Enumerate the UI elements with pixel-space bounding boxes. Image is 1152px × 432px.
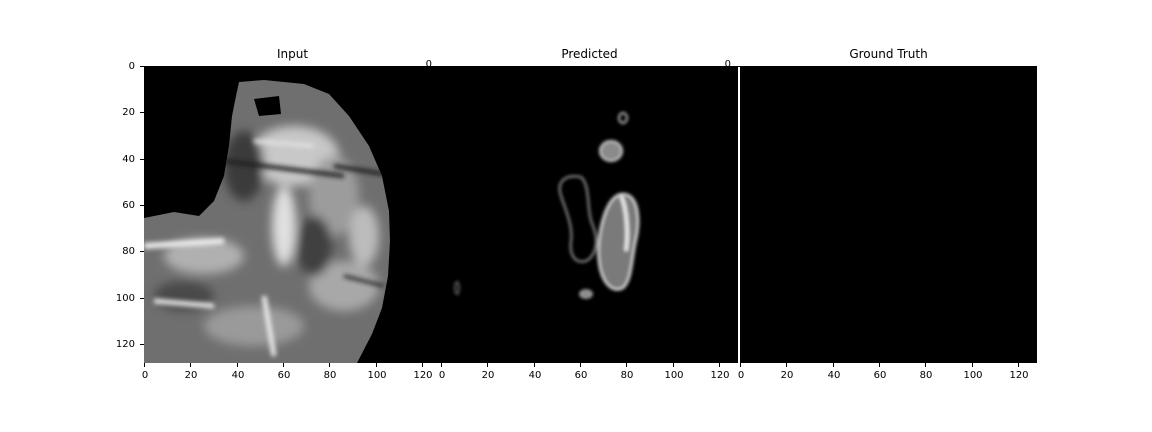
x-tickmark bbox=[144, 363, 145, 367]
x-tickmark bbox=[972, 363, 973, 367]
x-tick-label: 20 bbox=[780, 370, 794, 381]
input-image bbox=[144, 66, 441, 363]
x-tick-label: 80 bbox=[620, 370, 634, 381]
predicted-title: Predicted bbox=[561, 47, 618, 61]
predicted-image bbox=[441, 66, 738, 363]
y-tick-label: 60 bbox=[122, 200, 135, 211]
x-tickmark bbox=[626, 363, 627, 367]
x-tick-label: 40 bbox=[827, 370, 841, 381]
x-tickmark bbox=[422, 363, 423, 367]
y-tick-label: 20 bbox=[122, 107, 135, 118]
x-tick-label: 80 bbox=[323, 370, 337, 381]
input-panel: Input bbox=[116, 47, 441, 381]
x-tickmark bbox=[833, 363, 834, 367]
x-tick-label: 120 bbox=[710, 370, 730, 381]
x-tickmark bbox=[283, 363, 284, 367]
x-tickmark bbox=[879, 363, 880, 367]
y-tick-label: 0 bbox=[128, 61, 135, 72]
x-tickmark bbox=[580, 363, 581, 367]
x-tick-label: 20 bbox=[481, 370, 495, 381]
x-tickmark bbox=[237, 363, 238, 367]
y-tick-label: 0 bbox=[425, 59, 432, 70]
x-tick-label: 100 bbox=[367, 370, 387, 381]
x-tick-label: 120 bbox=[1009, 370, 1029, 381]
x-tickmark bbox=[190, 363, 191, 367]
x-tick-label: 100 bbox=[664, 370, 684, 381]
y-tickmark bbox=[140, 251, 144, 252]
x-tick-label: 0 bbox=[141, 370, 149, 381]
y-tick-label: 100 bbox=[115, 293, 135, 304]
ground-truth-title: Ground Truth bbox=[849, 47, 928, 61]
x-tick-label: 100 bbox=[963, 370, 983, 381]
x-tickmark bbox=[673, 363, 674, 367]
y-tickmark bbox=[140, 159, 144, 160]
x-tick-label: 60 bbox=[277, 370, 291, 381]
x-tick-label: 20 bbox=[184, 370, 198, 381]
y-tickmark bbox=[437, 66, 441, 67]
x-tickmark bbox=[719, 363, 720, 367]
y-tickmark bbox=[140, 344, 144, 345]
x-tick-label: 40 bbox=[231, 370, 245, 381]
x-tick-label: 60 bbox=[574, 370, 588, 381]
y-tickmark bbox=[736, 66, 740, 67]
x-tick-label: 0 bbox=[737, 370, 745, 381]
y-tickmark bbox=[140, 66, 144, 67]
x-tickmark bbox=[441, 363, 442, 367]
x-tickmark bbox=[329, 363, 330, 367]
ground-truth-image bbox=[740, 66, 1037, 363]
y-tick-label: 40 bbox=[122, 154, 135, 165]
y-tick-label: 120 bbox=[115, 339, 135, 350]
predicted-panel: Predicted 0 20 40 60 80 100 120 0 bbox=[426, 47, 738, 381]
y-tick-label: 80 bbox=[122, 246, 135, 257]
x-tick-label: 0 bbox=[438, 370, 446, 381]
x-tickmark bbox=[534, 363, 535, 367]
x-tickmark bbox=[1018, 363, 1019, 367]
ground-truth-panel: Ground Truth 0 20 40 60 80 100 120 0 bbox=[725, 47, 1037, 381]
x-tickmark bbox=[925, 363, 926, 367]
x-tickmark bbox=[376, 363, 377, 367]
x-tick-label: 40 bbox=[528, 370, 542, 381]
x-tick-label: 60 bbox=[873, 370, 887, 381]
x-tick-label: 120 bbox=[413, 370, 433, 381]
y-tick-label: 0 bbox=[724, 59, 731, 70]
x-tickmark bbox=[487, 363, 488, 367]
x-tickmark bbox=[786, 363, 787, 367]
x-tick-label: 80 bbox=[919, 370, 933, 381]
y-tickmark bbox=[140, 298, 144, 299]
y-tickmark bbox=[140, 112, 144, 113]
x-tickmark bbox=[740, 363, 741, 367]
input-title: Input bbox=[276, 47, 309, 61]
y-tickmark bbox=[140, 205, 144, 206]
